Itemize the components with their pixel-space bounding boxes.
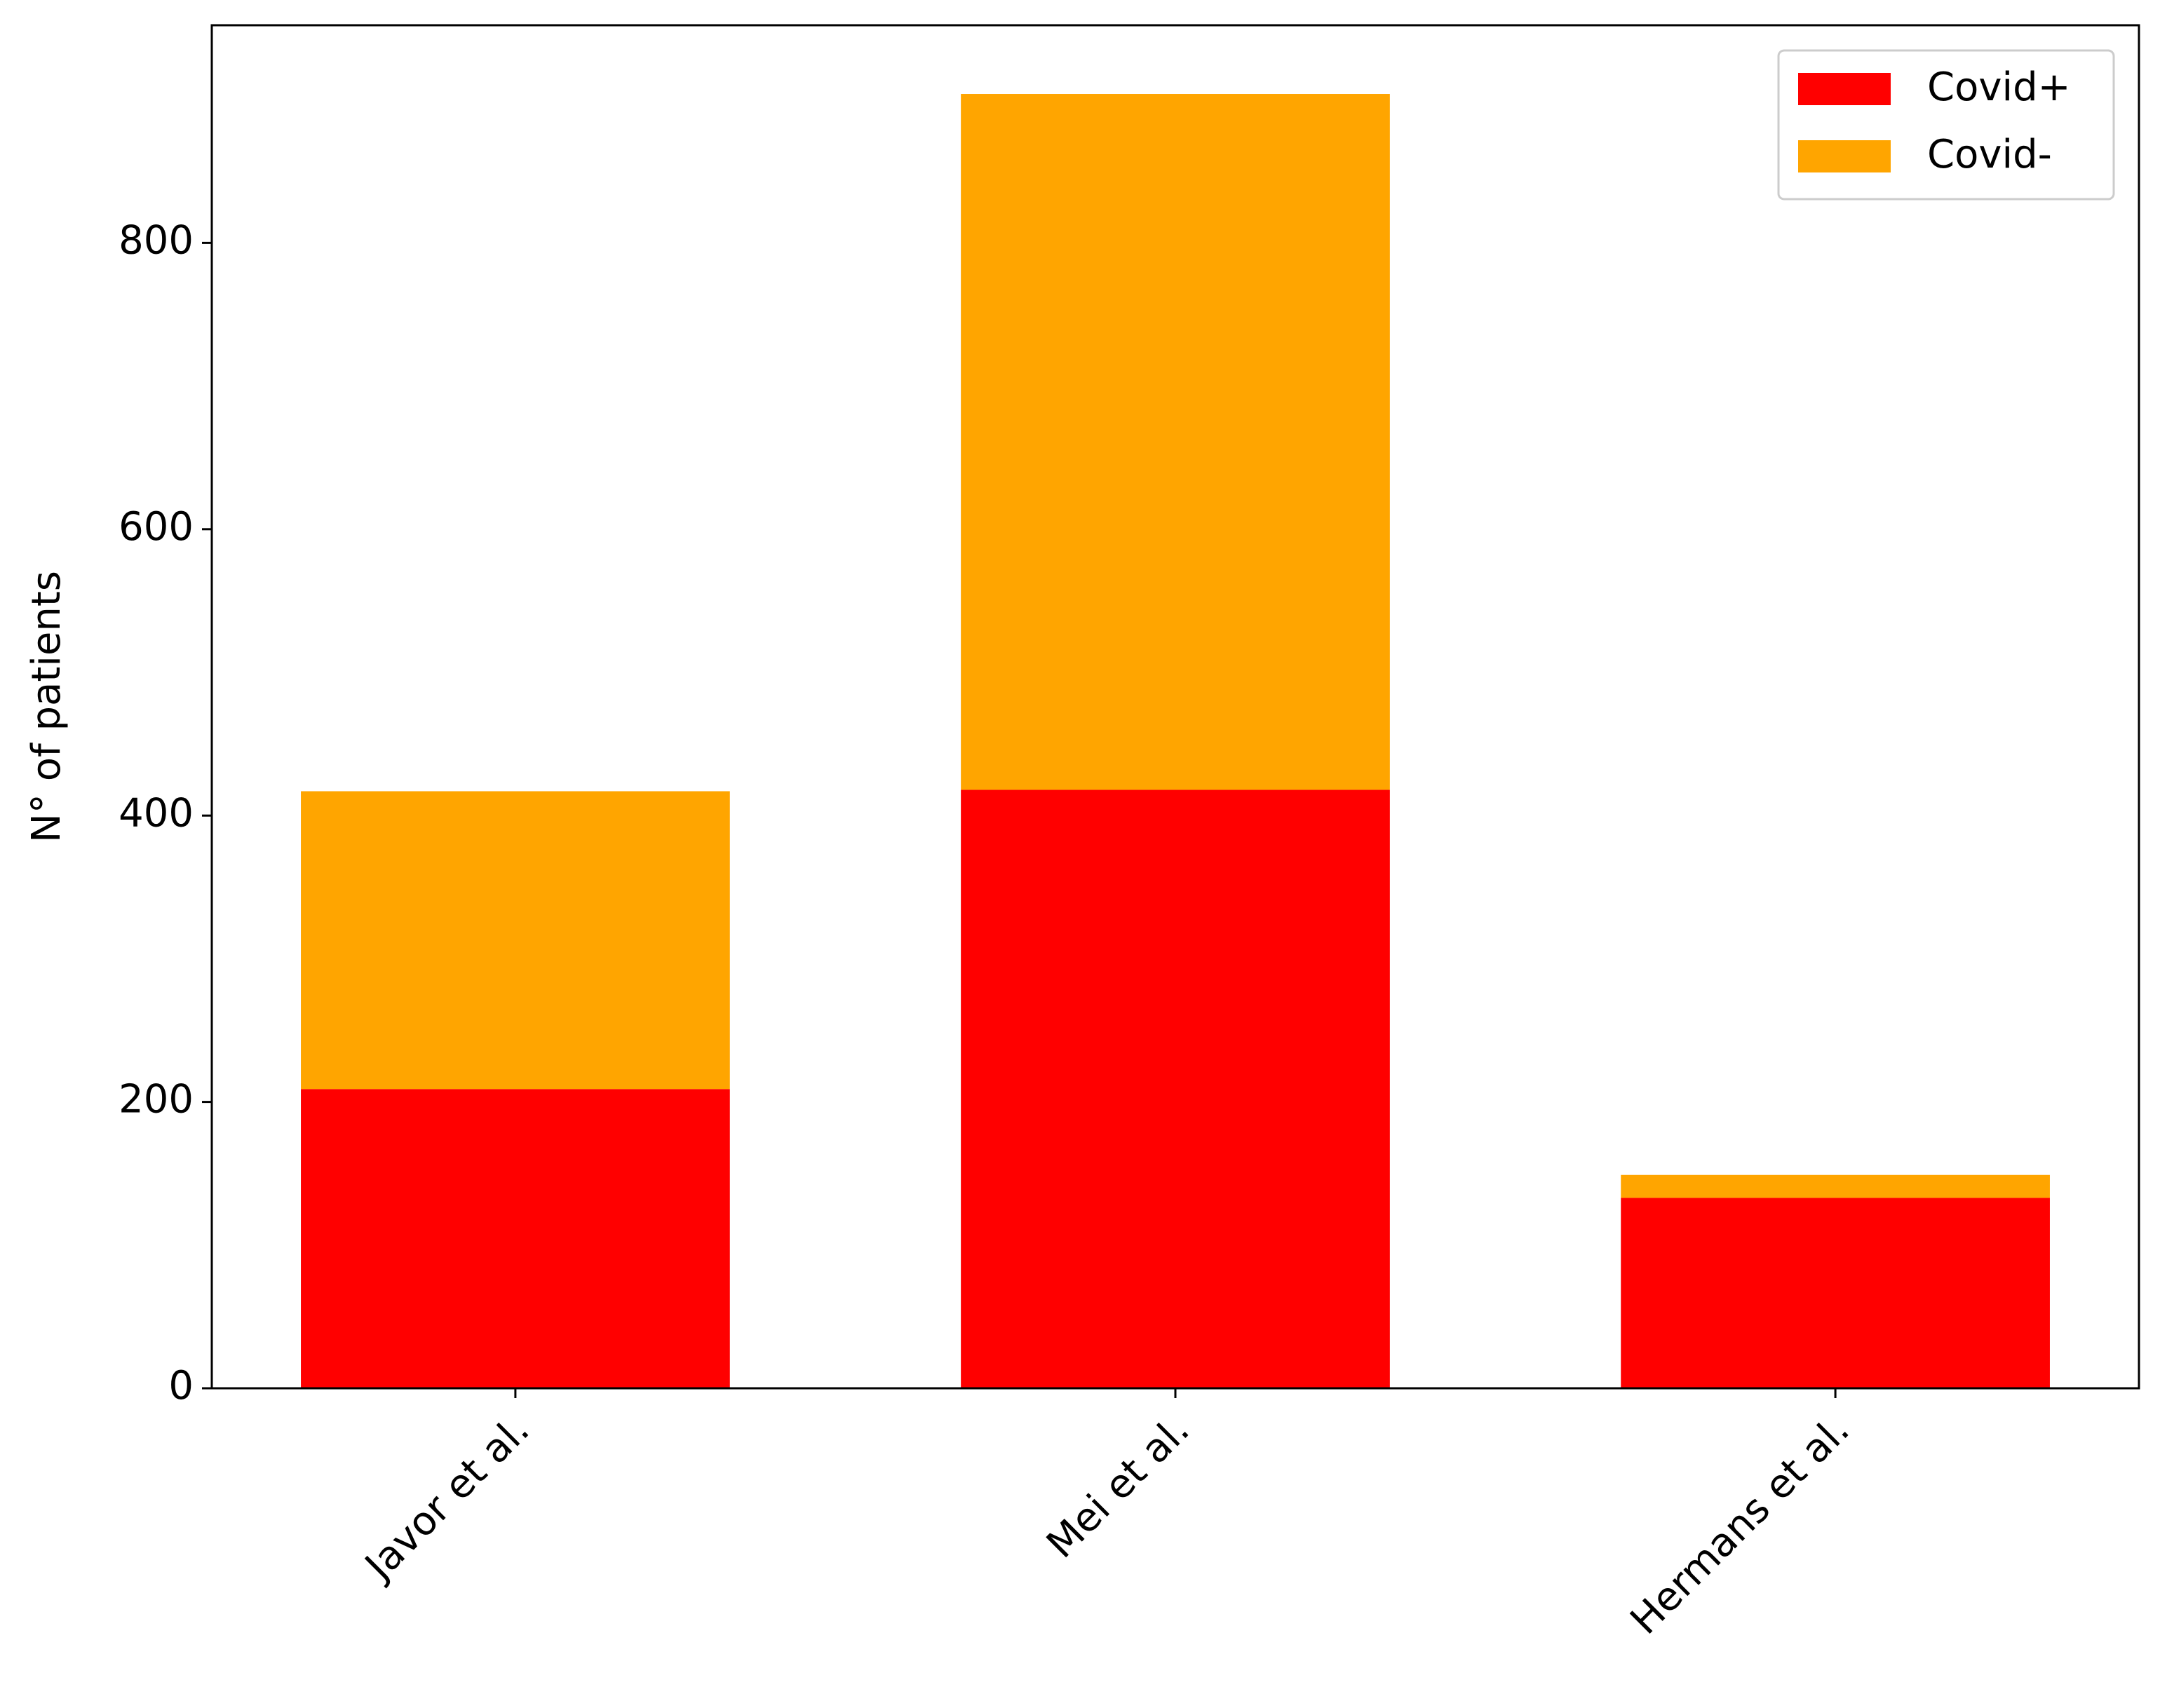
- bar: [301, 791, 730, 1090]
- legend-label: Covid+: [1927, 65, 2071, 110]
- bar: [961, 789, 1390, 1388]
- legend-label: Covid-: [1927, 132, 2052, 177]
- y-tick-label: 600: [119, 504, 194, 550]
- bar: [301, 1089, 730, 1388]
- bar: [961, 94, 1390, 790]
- bar: [1621, 1174, 2050, 1198]
- x-tick-label: Hermans et al.: [1622, 1407, 1858, 1643]
- y-tick-label: 800: [119, 218, 194, 264]
- x-tick-label: Javor et al.: [356, 1407, 539, 1590]
- bar: [1621, 1198, 2050, 1388]
- y-tick-label: 0: [168, 1363, 194, 1409]
- legend-swatch: [1798, 140, 1891, 172]
- legend-swatch: [1798, 73, 1891, 105]
- y-tick-label: 400: [119, 790, 194, 836]
- y-axis-label: N° of patients: [24, 571, 69, 843]
- x-tick-label: Mei et al.: [1038, 1407, 1198, 1567]
- y-tick-label: 200: [119, 1077, 194, 1123]
